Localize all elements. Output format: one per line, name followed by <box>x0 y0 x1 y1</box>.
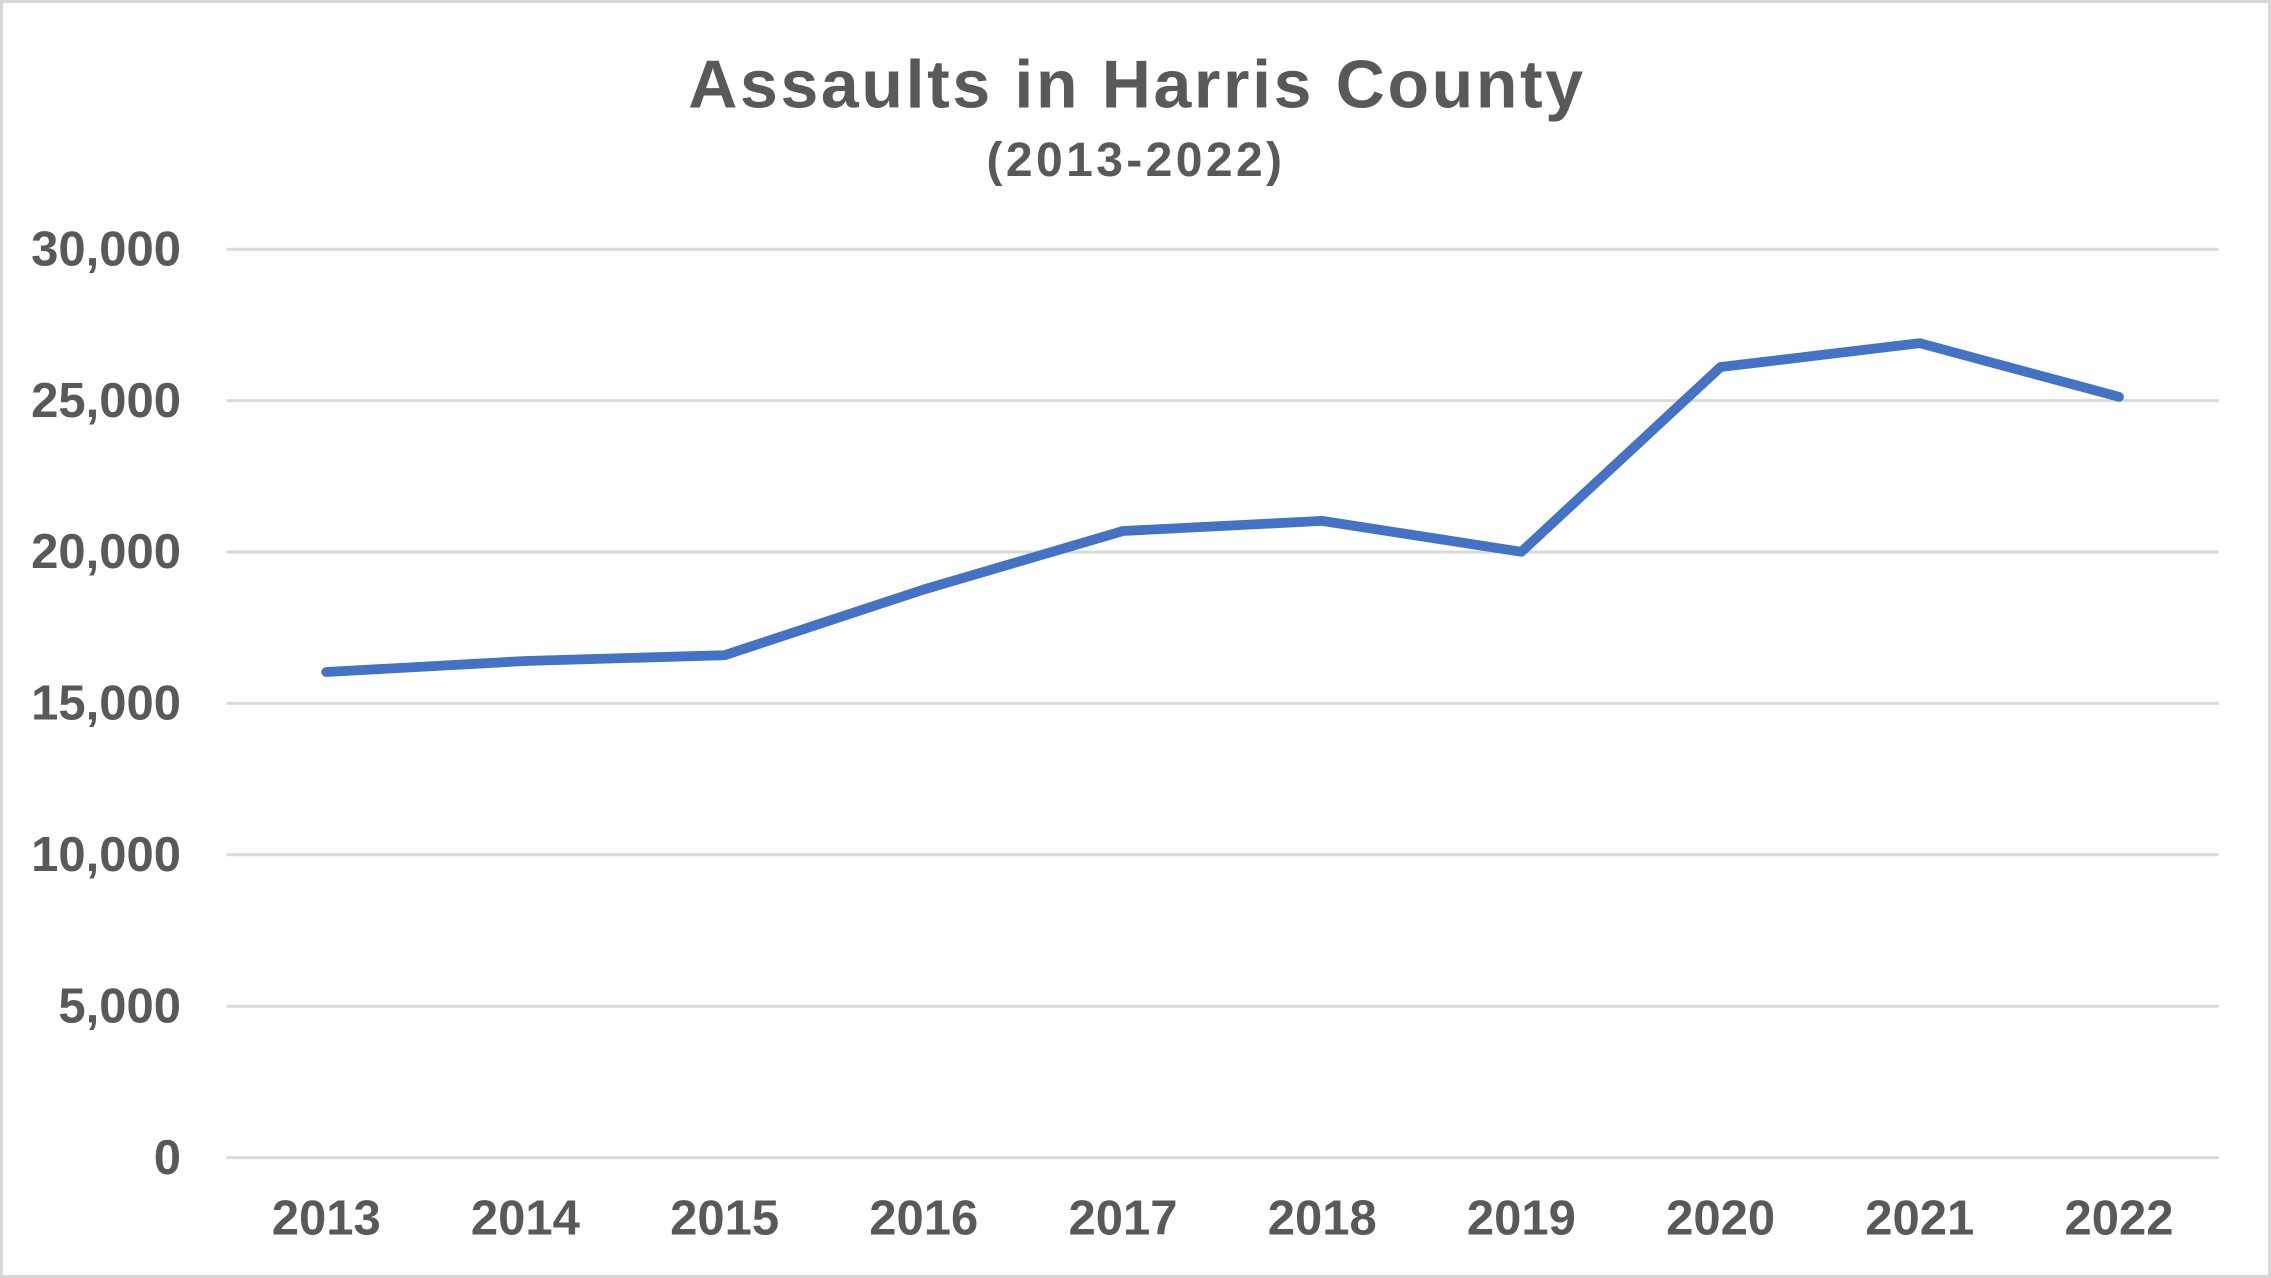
svg-text:2016: 2016 <box>869 1192 978 1246</box>
svg-text:10,000: 10,000 <box>31 828 181 882</box>
svg-text:2021: 2021 <box>1865 1192 1974 1246</box>
svg-text:30,000: 30,000 <box>31 222 181 276</box>
svg-text:0: 0 <box>154 1131 181 1185</box>
svg-text:25,000: 25,000 <box>31 374 181 428</box>
svg-text:15,000: 15,000 <box>31 677 181 731</box>
svg-text:2018: 2018 <box>1268 1192 1377 1246</box>
svg-text:20,000: 20,000 <box>31 525 181 579</box>
svg-text:5,000: 5,000 <box>58 979 181 1033</box>
svg-text:2013: 2013 <box>272 1192 381 1246</box>
svg-text:2014: 2014 <box>471 1192 580 1246</box>
svg-text:2022: 2022 <box>2064 1192 2173 1246</box>
svg-text:2020: 2020 <box>1666 1192 1775 1246</box>
svg-text:2015: 2015 <box>670 1192 779 1246</box>
svg-text:Assaults in Harris County: Assaults in Harris County <box>688 47 1586 123</box>
svg-text:2017: 2017 <box>1068 1192 1177 1246</box>
svg-text:(2013-2022): (2013-2022) <box>987 134 1286 187</box>
svg-text:2019: 2019 <box>1467 1192 1576 1246</box>
